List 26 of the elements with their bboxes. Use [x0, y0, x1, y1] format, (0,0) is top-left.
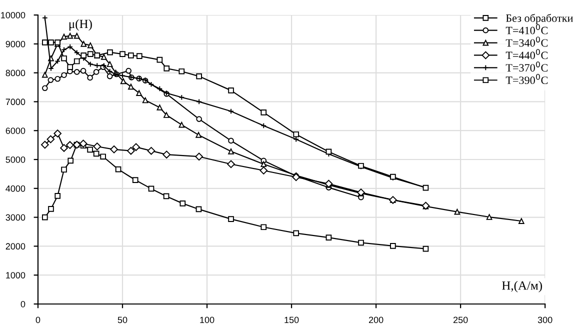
x-tick-label: 0 — [36, 316, 40, 324]
y-axis-title: μ(H) — [69, 19, 92, 31]
y-tick-label: 9000 — [6, 40, 26, 48]
x-tick-label: 50 — [118, 316, 128, 324]
x-tick-label: 200 — [368, 316, 384, 324]
legend-label: T=370$^{0}$C — [506, 61, 548, 72]
legend-label: T=340$^{0}$C — [506, 36, 548, 47]
y-tick-label: 3000 — [6, 214, 26, 221]
x-tick-label: 100 — [200, 316, 214, 324]
x-tick-label: 250 — [453, 316, 468, 324]
legend-label: T=410$^{0}$C — [506, 24, 548, 34]
y-tick-label: 2000 — [6, 243, 26, 250]
y-tick-label: 7000 — [6, 98, 26, 106]
legend-label: T=390$^{0}$C — [506, 74, 548, 84]
x-tick-label: 150 — [284, 316, 299, 324]
y-tick-label: 10000 — [1, 12, 26, 18]
legend-label: T=440$^{0}$C — [506, 49, 548, 60]
legend-label: Без обработки — [506, 14, 573, 24]
y-tick-label: 1000 — [6, 272, 26, 278]
y-tick-label: 6000 — [6, 128, 26, 134]
y-tick-label: 0 — [20, 300, 26, 308]
y-tick-label: 5000 — [6, 156, 26, 163]
x-axis-title: H,(A/м) — [502, 280, 542, 292]
y-tick-label: 8000 — [6, 70, 26, 76]
y-tick-label: 4000 — [6, 185, 26, 192]
x-tick-label: 300 — [538, 316, 552, 324]
